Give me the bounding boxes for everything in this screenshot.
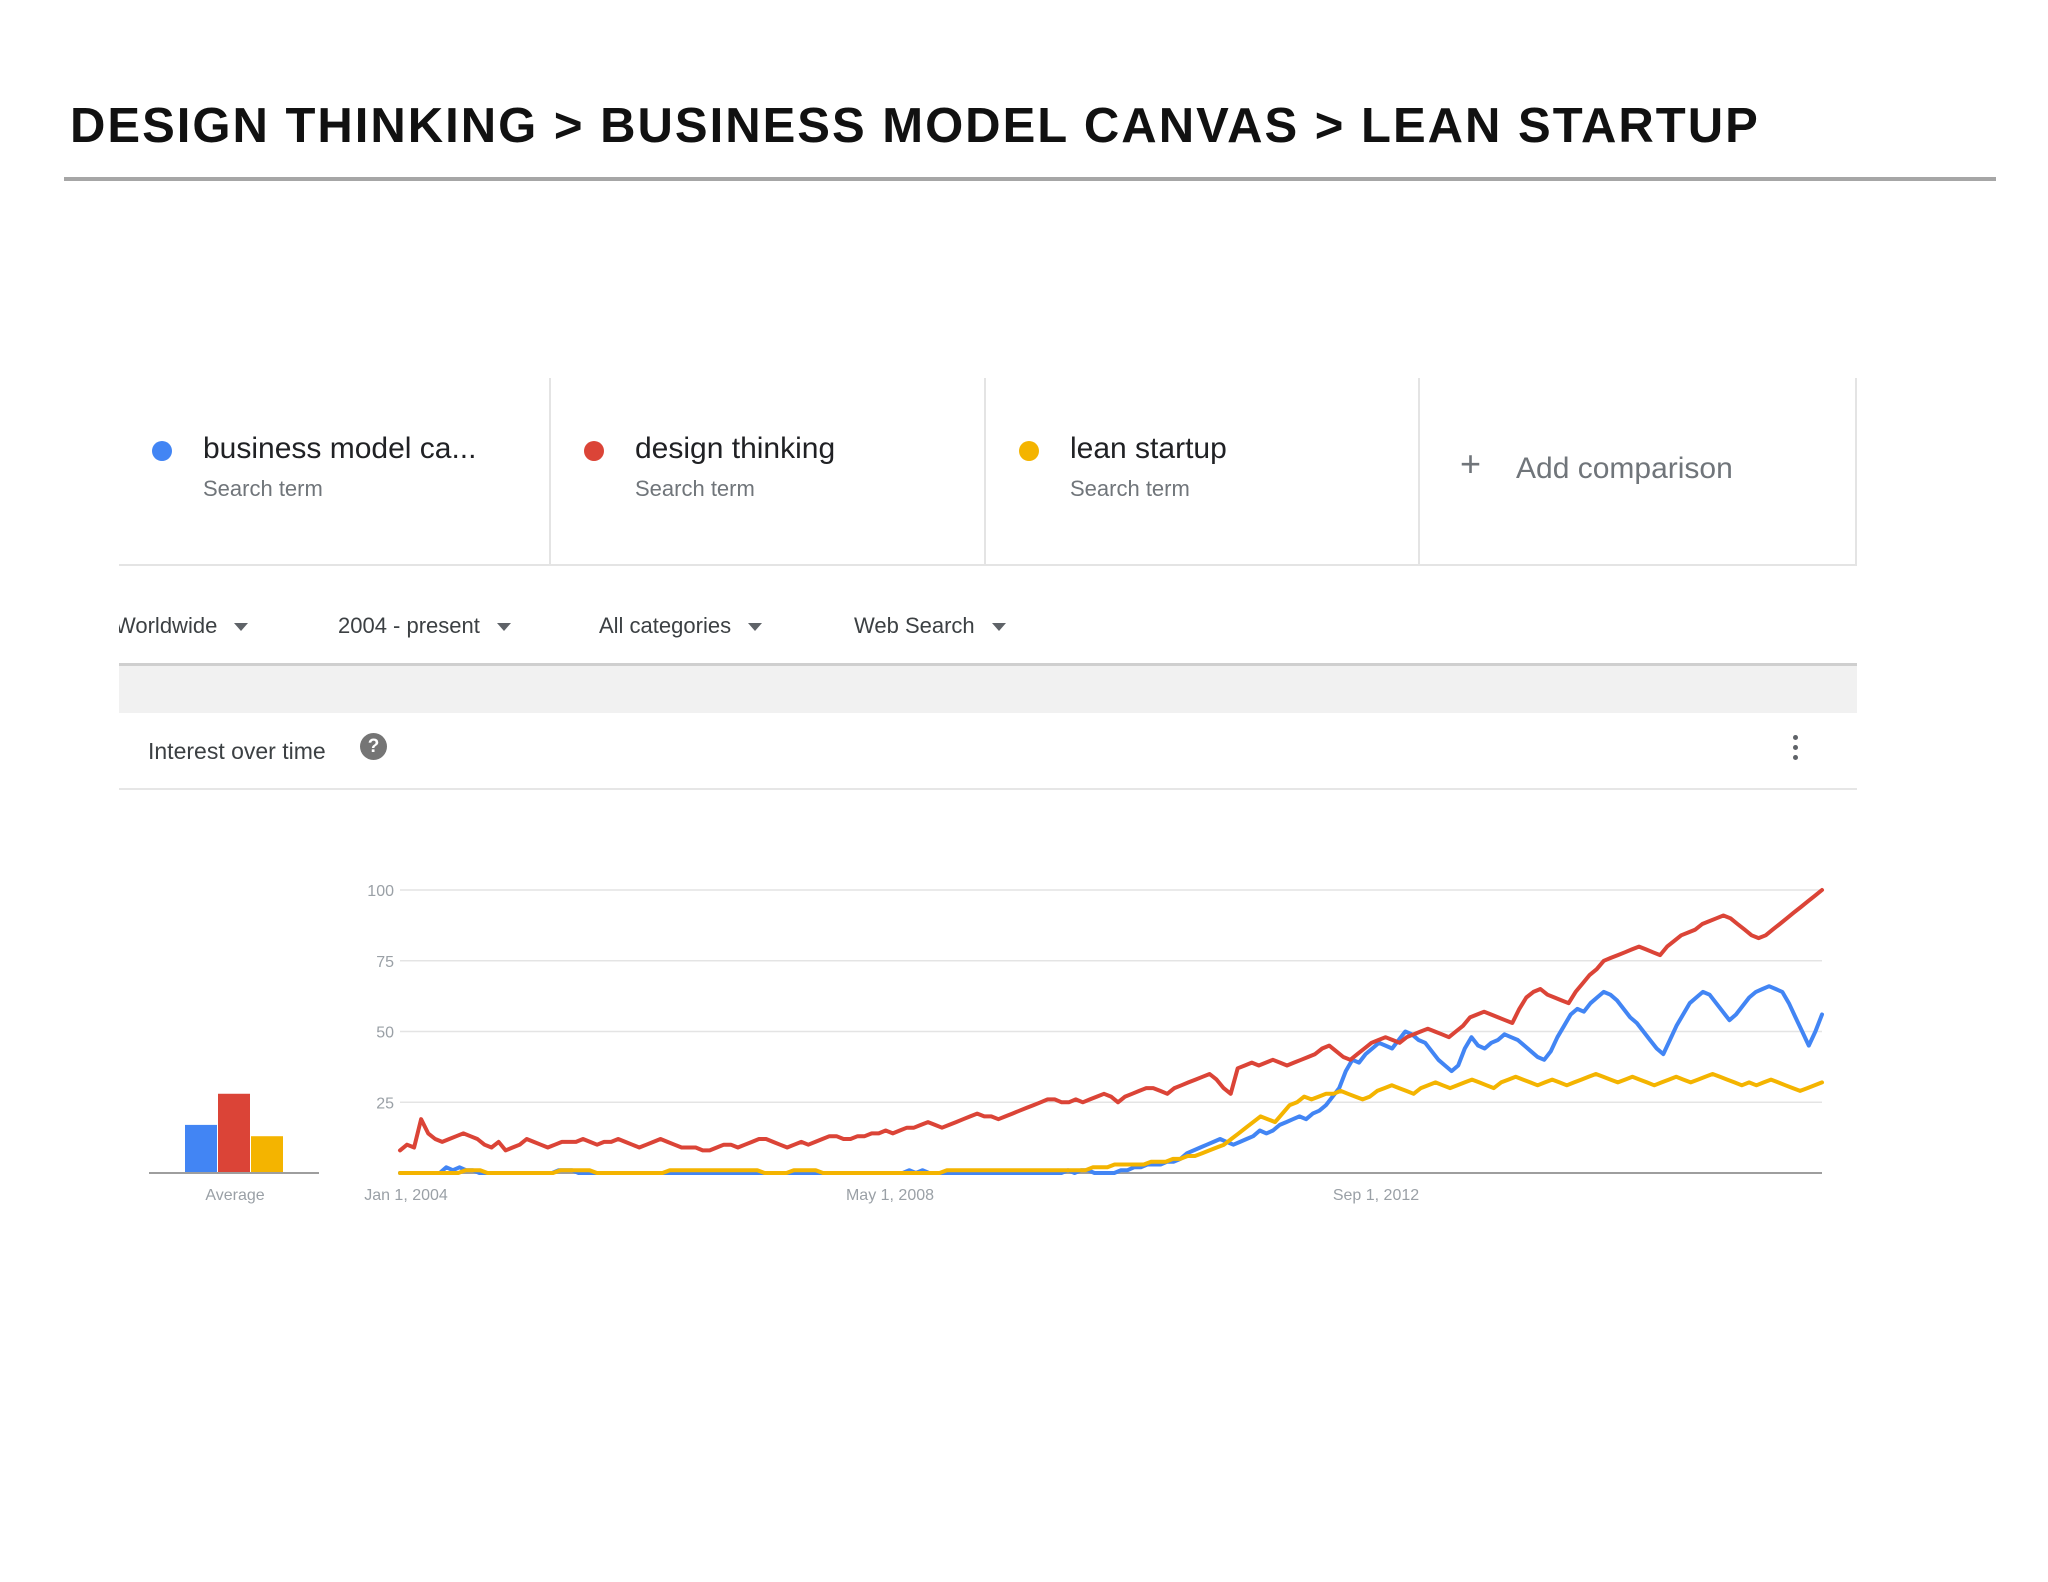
slide-title: DESIGN THINKING > BUSINESS MODEL CANVAS … — [70, 99, 1760, 153]
add-comparison-label: Add comparison — [1516, 452, 1733, 485]
region-filter-label: Worldwide — [119, 613, 218, 638]
y-tick-label: 50 — [376, 1025, 394, 1042]
term-name: lean startup — [1070, 432, 1227, 465]
filters-row: Worldwide 2004 - present All categories … — [119, 566, 1857, 666]
dropdown-arrow-icon — [991, 623, 1006, 632]
series-color-dot — [584, 441, 604, 461]
x-tick-label: Jan 1, 2004 — [364, 1187, 448, 1204]
dropdown-arrow-icon — [748, 623, 763, 632]
term-card-lean-startup[interactable]: lean startup Search term — [986, 378, 1420, 564]
search-type-filter-label: Web Search — [854, 613, 975, 638]
y-tick-label: 100 — [367, 883, 394, 900]
term-type: Search term — [203, 476, 323, 501]
question-icon[interactable]: ? — [360, 733, 387, 760]
dropdown-arrow-icon — [496, 623, 511, 632]
y-tick-label: 25 — [376, 1095, 394, 1112]
time-range-filter-label: 2004 - present — [338, 613, 480, 638]
search-type-filter[interactable]: Web Search — [854, 613, 1006, 639]
comparison-terms-row: business model ca... Search term design … — [119, 378, 1857, 566]
category-filter[interactable]: All categories — [599, 613, 763, 639]
title-divider — [64, 177, 1996, 181]
series-color-dot — [152, 441, 172, 461]
term-name: design thinking — [635, 432, 836, 465]
term-name: business model ca... — [203, 432, 477, 465]
plus-icon: + — [1460, 443, 1482, 484]
average-bar — [185, 1124, 217, 1173]
average-bar — [218, 1093, 250, 1173]
google-trends-screenshot: business model ca... Search term design … — [119, 378, 1857, 1223]
more-vert-icon[interactable] — [1790, 735, 1800, 765]
interest-over-time-header: Interest over time ? — [119, 713, 1857, 790]
interest-over-time-chart: 100 75 50 25 Average Jan 1, 2004 May 1, 2008… — [149, 883, 1824, 1204]
term-type: Search term — [635, 476, 755, 501]
series-color-dot — [1019, 441, 1039, 461]
category-filter-label: All categories — [599, 613, 732, 638]
region-filter[interactable]: Worldwide — [119, 613, 249, 639]
section-divider — [119, 663, 1857, 713]
series-line — [398, 888, 1824, 1153]
dropdown-arrow-icon — [234, 623, 249, 632]
term-type: Search term — [1070, 476, 1190, 501]
add-comparison-button[interactable]: + Add comparison — [1420, 378, 1857, 564]
card-title: Interest over time — [148, 738, 326, 764]
term-card-business-model-canvas[interactable]: business model ca... Search term — [119, 378, 551, 564]
series-line — [398, 1072, 1824, 1175]
y-tick-label: 75 — [376, 954, 394, 971]
average-bar — [251, 1136, 283, 1173]
x-tick-label: May 1, 2008 — [846, 1187, 934, 1204]
average-label: Average — [205, 1187, 264, 1204]
term-card-design-thinking[interactable]: design thinking Search term — [551, 378, 986, 564]
time-range-filter[interactable]: 2004 - present — [338, 613, 511, 639]
x-tick-label: Sep 1, 2012 — [1333, 1187, 1419, 1204]
